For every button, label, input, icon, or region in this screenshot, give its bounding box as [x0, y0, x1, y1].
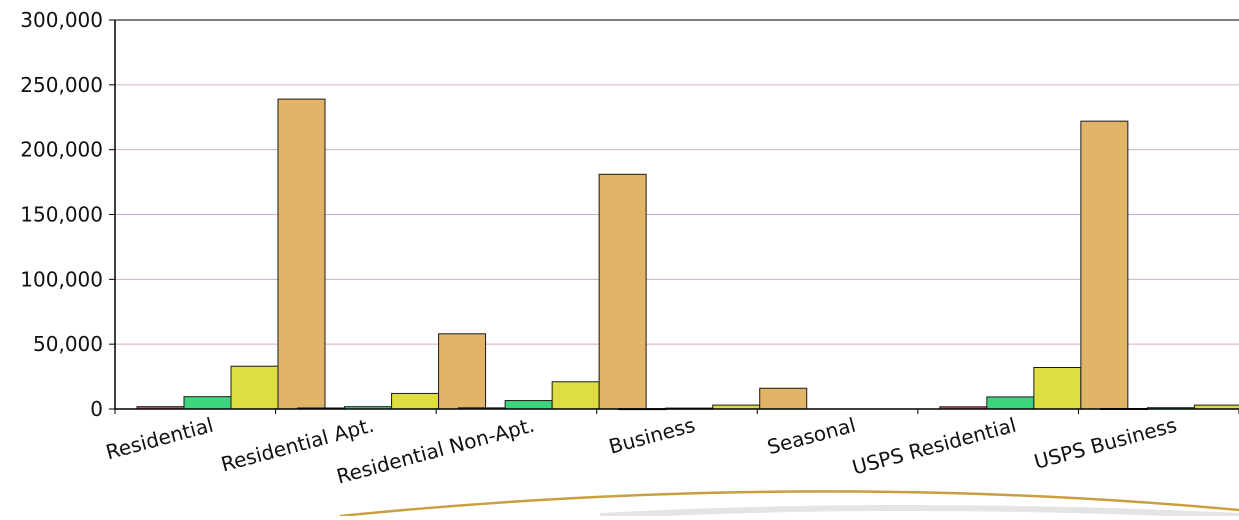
y-tick-label: 200,000 [20, 138, 103, 162]
y-tick-label: 100,000 [20, 267, 103, 291]
bar-2 [183, 396, 232, 410]
axes [109, 19, 1239, 414]
bars [136, 98, 1239, 411]
y-tick-label: 150,000 [20, 203, 103, 227]
bar-2 [986, 396, 1035, 410]
y-axis-tick-labels: 0 50,000 100,000 150,000 200,000 250,000 300,0… [20, 8, 103, 421]
bar-4 [277, 98, 326, 410]
y-tick-label: 0 [90, 397, 103, 421]
bar-4 [438, 333, 487, 410]
bar-4 [1080, 120, 1129, 410]
bar-2 [504, 400, 553, 410]
bar-3 [230, 365, 279, 410]
y-tick-label: 250,000 [20, 73, 103, 97]
decorative-arc [339, 490, 1239, 518]
bar-4 [598, 173, 647, 410]
bar-3 [391, 392, 440, 410]
y-tick-label: 300,000 [20, 8, 103, 32]
bar-3 [551, 381, 600, 410]
y-tick-label: 50,000 [33, 332, 103, 356]
bar-3 [1033, 367, 1082, 410]
bar-4 [759, 387, 808, 410]
decorative-arc-shadow [599, 505, 1239, 519]
